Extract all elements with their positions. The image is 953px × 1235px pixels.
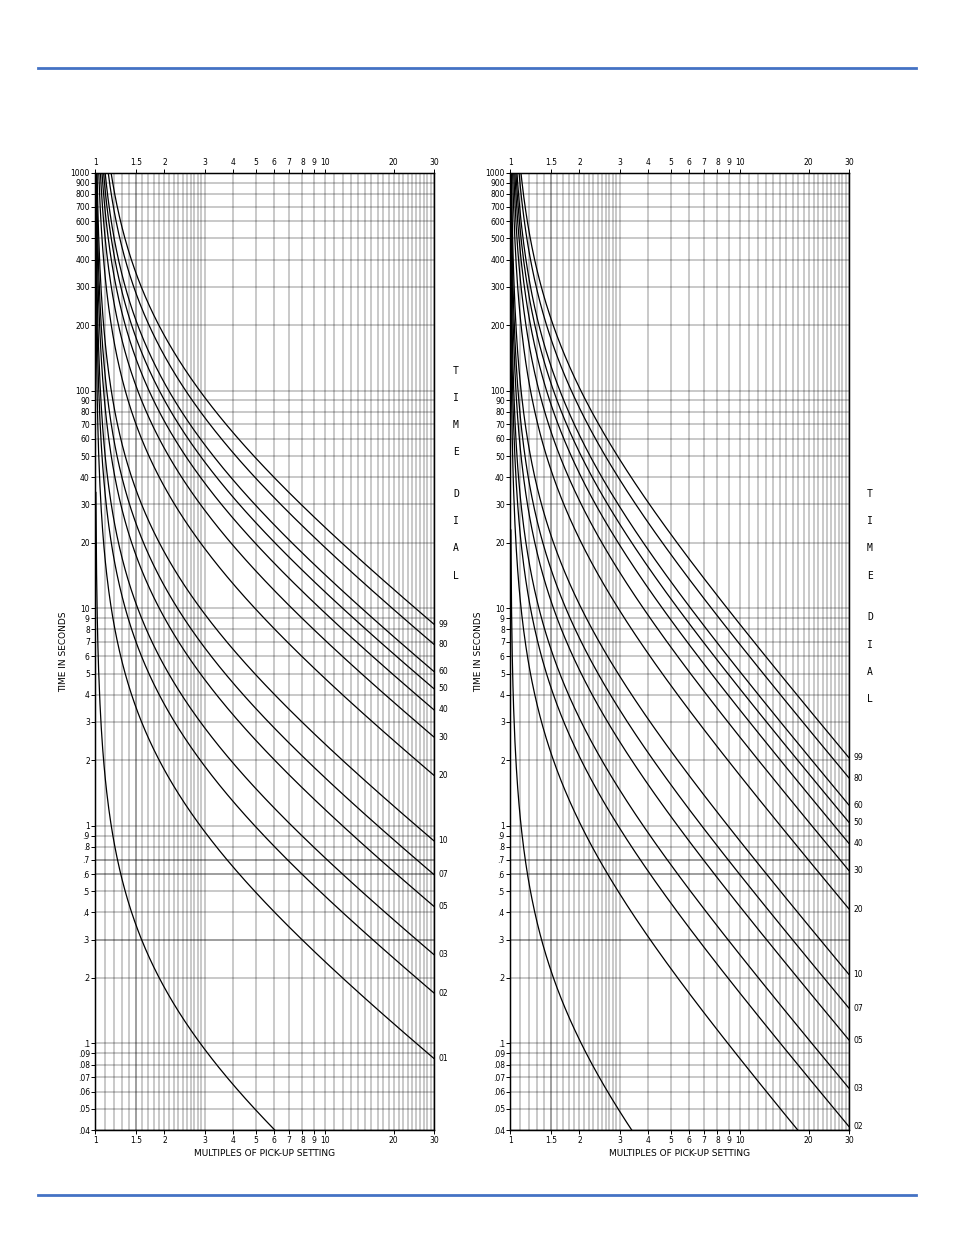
Text: D: D <box>453 489 458 499</box>
Text: 07: 07 <box>852 1004 862 1013</box>
Text: 40: 40 <box>437 705 448 714</box>
Text: 60: 60 <box>852 800 862 810</box>
Y-axis label: TIME IN SECONDS: TIME IN SECONDS <box>59 611 68 692</box>
Text: A: A <box>866 667 872 677</box>
Text: 50: 50 <box>852 818 862 827</box>
Text: L: L <box>866 694 872 704</box>
X-axis label: MULTIPLES OF PICK-UP SETTING: MULTIPLES OF PICK-UP SETTING <box>194 1149 335 1157</box>
Text: 03: 03 <box>852 1084 862 1093</box>
Text: E: E <box>866 571 872 580</box>
Text: 20: 20 <box>437 771 447 781</box>
Text: 50: 50 <box>437 684 448 693</box>
Text: A: A <box>453 543 458 553</box>
Y-axis label: TIME IN SECONDS: TIME IN SECONDS <box>474 611 482 692</box>
Text: 05: 05 <box>437 902 448 911</box>
Text: I: I <box>453 516 458 526</box>
Text: 80: 80 <box>852 773 862 783</box>
Text: 10: 10 <box>437 836 447 846</box>
Text: 07: 07 <box>437 871 448 879</box>
Text: 40: 40 <box>852 839 862 848</box>
Text: 60: 60 <box>437 667 448 676</box>
Text: 80: 80 <box>437 640 447 648</box>
Text: 01: 01 <box>437 1055 447 1063</box>
Text: M: M <box>453 420 458 430</box>
Text: 99: 99 <box>437 620 448 629</box>
Text: T: T <box>453 366 458 375</box>
Text: D: D <box>866 613 872 622</box>
Text: I: I <box>866 640 872 650</box>
Text: T: T <box>866 489 872 499</box>
Text: I: I <box>453 393 458 403</box>
Text: 30: 30 <box>852 866 862 876</box>
Text: 10: 10 <box>852 969 862 979</box>
Text: L: L <box>453 571 458 580</box>
Text: 02: 02 <box>852 1123 862 1131</box>
Text: I: I <box>866 516 872 526</box>
Text: 05: 05 <box>852 1036 862 1045</box>
Text: 99: 99 <box>852 753 862 762</box>
Text: 03: 03 <box>437 950 448 960</box>
Text: M: M <box>866 543 872 553</box>
Text: E: E <box>453 447 458 457</box>
Text: 20: 20 <box>852 904 862 914</box>
X-axis label: MULTIPLES OF PICK-UP SETTING: MULTIPLES OF PICK-UP SETTING <box>609 1149 749 1157</box>
Text: 02: 02 <box>437 988 447 998</box>
Text: 30: 30 <box>437 732 448 742</box>
